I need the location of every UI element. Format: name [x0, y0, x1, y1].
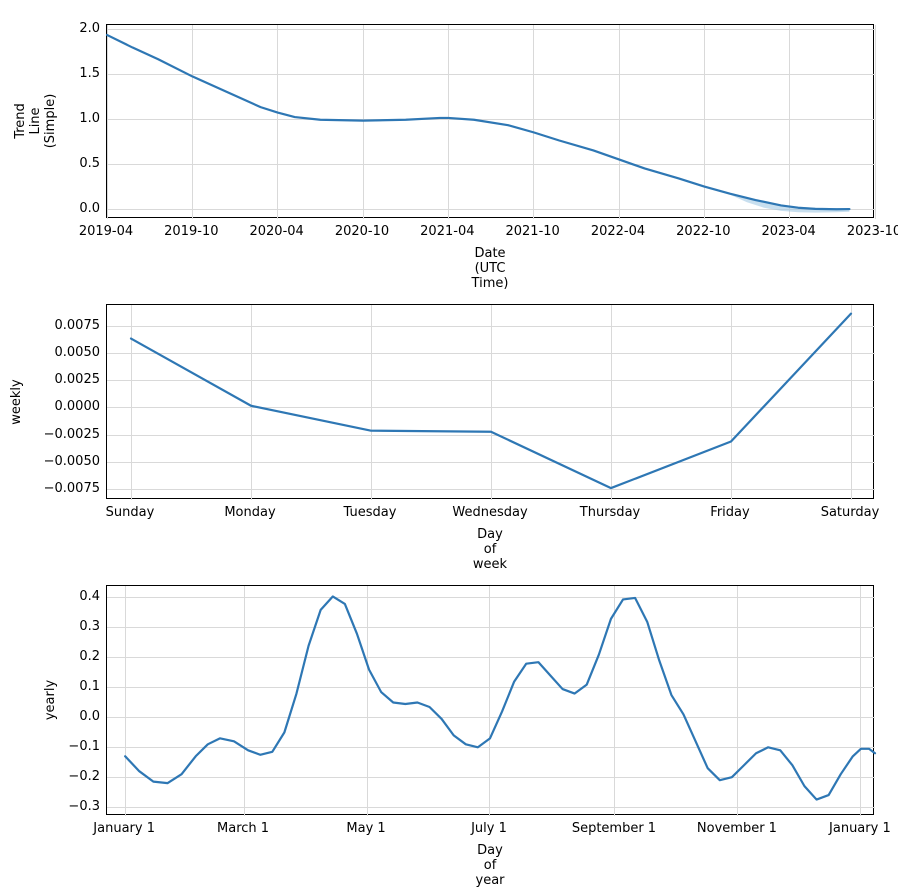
x-tick-label-trend: 2020-10	[335, 224, 389, 239]
y-tick-label-weekly: 0.0000	[55, 399, 101, 414]
x-tick-label-yearly: January 1	[93, 821, 155, 836]
y-tick-label-weekly: 0.0075	[55, 318, 101, 333]
series-line-yearly	[125, 596, 875, 799]
y-tick-label-weekly: −0.0075	[44, 481, 100, 496]
x-tick-label-yearly: January 1	[829, 821, 891, 836]
y-axis-label-weekly: weekly	[9, 379, 24, 424]
x-tick-label-yearly: May 1	[346, 821, 385, 836]
x-axis-label-yearly: Day of year	[476, 843, 505, 888]
x-tick-label-yearly: November 1	[697, 821, 777, 836]
y-tick-label-yearly: 0.4	[79, 589, 100, 604]
series-line-trend	[107, 35, 849, 209]
trend-line-svg	[107, 25, 875, 219]
y-tick-label-weekly: −0.0050	[44, 454, 100, 469]
x-tick-label-trend: 2023-10	[847, 224, 898, 239]
x-tick-label-weekly: Wednesday	[452, 505, 527, 520]
y-tick-label-yearly: 0.3	[79, 619, 100, 634]
y-tick-label-weekly: 0.0025	[55, 372, 101, 387]
x-tick-label-trend: 2022-10	[676, 224, 730, 239]
x-tick-label-trend: 2021-10	[505, 224, 559, 239]
y-tick-label-trend: 0.5	[79, 156, 100, 171]
x-tick-label-trend: 2021-04	[420, 224, 474, 239]
y-axis-label-trend: Trend Line (Simple)	[13, 94, 58, 149]
y-tick-label-weekly: 0.0050	[55, 345, 101, 360]
x-tick-label-weekly: Sunday	[106, 505, 155, 520]
x-tick-label-trend: 2019-10	[164, 224, 218, 239]
x-tick-label-yearly: July 1	[471, 821, 507, 836]
x-tick-label-weekly: Saturday	[821, 505, 880, 520]
y-tick-label-trend: 0.0	[79, 201, 100, 216]
x-tick-label-weekly: Monday	[224, 505, 275, 520]
y-tick-label-trend: 2.0	[79, 21, 100, 36]
y-tick-label-yearly: −0.3	[68, 799, 100, 814]
y-tick-label-yearly: 0.1	[79, 679, 100, 694]
x-tick-label-weekly: Thursday	[580, 505, 640, 520]
x-tick-label-weekly: Tuesday	[344, 505, 397, 520]
x-tick-label-trend: 2020-04	[249, 224, 303, 239]
y-tick-label-weekly: −0.0025	[44, 427, 100, 442]
x-axis-label-trend: Date (UTC Time)	[472, 246, 509, 291]
y-tick-label-trend: 1.0	[79, 111, 100, 126]
x-tick-label-yearly: September 1	[572, 821, 656, 836]
yearly-line-svg	[107, 586, 875, 816]
plot-area-trend	[106, 24, 874, 218]
x-tick-label-weekly: Friday	[710, 505, 749, 520]
y-tick-label-yearly: −0.2	[68, 769, 100, 784]
y-axis-label-yearly: yearly	[43, 680, 58, 720]
y-tick-label-yearly: 0.2	[79, 649, 100, 664]
x-tick-label-trend: 2019-04	[79, 224, 133, 239]
plot-area-yearly	[106, 585, 874, 815]
x-tick-label-yearly: March 1	[217, 821, 269, 836]
x-tick-label-trend: 2023-04	[761, 224, 815, 239]
series-line-weekly	[131, 314, 851, 488]
y-tick-label-yearly: −0.1	[68, 739, 100, 754]
y-tick-label-yearly: 0.0	[79, 709, 100, 724]
y-tick-label-trend: 1.5	[79, 66, 100, 81]
weekly-line-svg	[107, 305, 875, 500]
x-tick-label-trend: 2022-04	[591, 224, 645, 239]
plot-area-weekly	[106, 304, 874, 499]
x-axis-label-weekly: Day of week	[473, 527, 507, 572]
figure: Date (UTC Time) Trend Line (Simple) Day …	[0, 0, 898, 889]
